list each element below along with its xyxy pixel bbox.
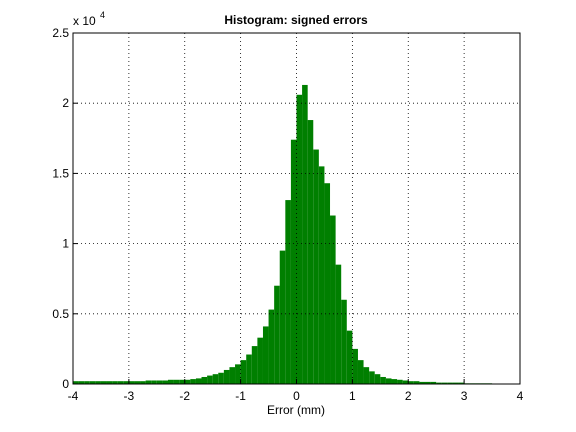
plot-frame	[72, 32, 521, 385]
x-axis-label: Error (mm)	[267, 403, 325, 417]
bar	[95, 381, 101, 384]
bar	[290, 139, 297, 384]
bar	[324, 183, 331, 384]
bar	[346, 330, 353, 384]
bar	[156, 380, 163, 384]
bar	[190, 379, 196, 384]
bar	[268, 309, 275, 384]
y-tick-label: 2.5	[52, 26, 69, 40]
y-tick-label: 2	[62, 96, 69, 110]
y-multiplier: x 10	[73, 14, 96, 28]
bar	[223, 369, 230, 384]
y-tick-label: 0	[62, 377, 69, 391]
y-tick-label: 0.5	[52, 307, 69, 321]
bar	[262, 326, 269, 384]
bar	[274, 285, 280, 384]
bar	[279, 250, 286, 384]
bar	[84, 381, 90, 384]
bar	[145, 380, 152, 384]
bar	[374, 374, 381, 384]
bar	[425, 381, 431, 384]
bar	[100, 381, 107, 384]
bar	[447, 382, 453, 384]
x-tick-label: 2	[405, 389, 412, 403]
bar	[78, 381, 85, 384]
bar	[452, 382, 459, 384]
x-tick-label: 1	[349, 389, 356, 403]
bar	[352, 348, 358, 384]
bar	[341, 299, 347, 384]
bar	[296, 94, 303, 384]
bar	[307, 120, 314, 384]
y-tick-label: 1.5	[52, 166, 69, 180]
bar	[184, 379, 191, 384]
bar	[73, 381, 79, 384]
bar	[212, 374, 219, 384]
bar	[313, 149, 319, 384]
bar	[246, 354, 252, 384]
bar	[413, 381, 420, 384]
bar	[151, 380, 157, 384]
bar	[302, 84, 308, 384]
x-tick-label: -2	[179, 389, 190, 403]
bar	[218, 372, 224, 384]
bar	[441, 382, 448, 384]
x-tick-label: -1	[235, 389, 246, 403]
bar	[402, 380, 409, 384]
bar	[162, 380, 168, 384]
bar	[179, 379, 185, 384]
y-multiplier-exponent: 4	[100, 10, 105, 20]
x-tick-label: 0	[293, 389, 300, 403]
bar	[112, 381, 118, 384]
bar	[89, 381, 96, 384]
bar	[201, 376, 208, 384]
bar	[257, 337, 263, 384]
bar	[335, 264, 342, 384]
bar	[134, 381, 141, 384]
x-tick-label: -3	[124, 389, 135, 403]
bar	[397, 379, 403, 384]
bar	[140, 381, 146, 384]
x-tick-label: -4	[68, 389, 79, 403]
bar	[173, 379, 180, 384]
bar	[369, 371, 375, 384]
bar	[363, 367, 370, 384]
bar	[318, 166, 325, 384]
bar	[117, 381, 124, 384]
bar	[458, 382, 465, 384]
bar	[251, 346, 258, 384]
bar	[436, 382, 442, 384]
bar	[419, 381, 426, 384]
y-tick-label: 1	[62, 237, 69, 251]
bar	[167, 379, 174, 384]
bar	[430, 381, 437, 384]
bar	[408, 381, 414, 384]
bar	[391, 379, 398, 384]
chart-title: Histogram: signed errors	[224, 13, 368, 27]
x-tick-label: 4	[517, 389, 524, 403]
bar	[380, 376, 386, 384]
bar	[123, 381, 129, 384]
bar	[330, 215, 336, 384]
x-tick-label: 3	[461, 389, 468, 403]
bar	[195, 378, 202, 384]
bar	[357, 360, 364, 384]
bar	[128, 381, 135, 384]
bar	[385, 378, 392, 384]
bar	[240, 360, 247, 384]
bar	[285, 200, 291, 384]
bar	[207, 375, 213, 384]
bar	[229, 367, 236, 384]
bar	[106, 381, 113, 384]
bar	[235, 364, 241, 384]
